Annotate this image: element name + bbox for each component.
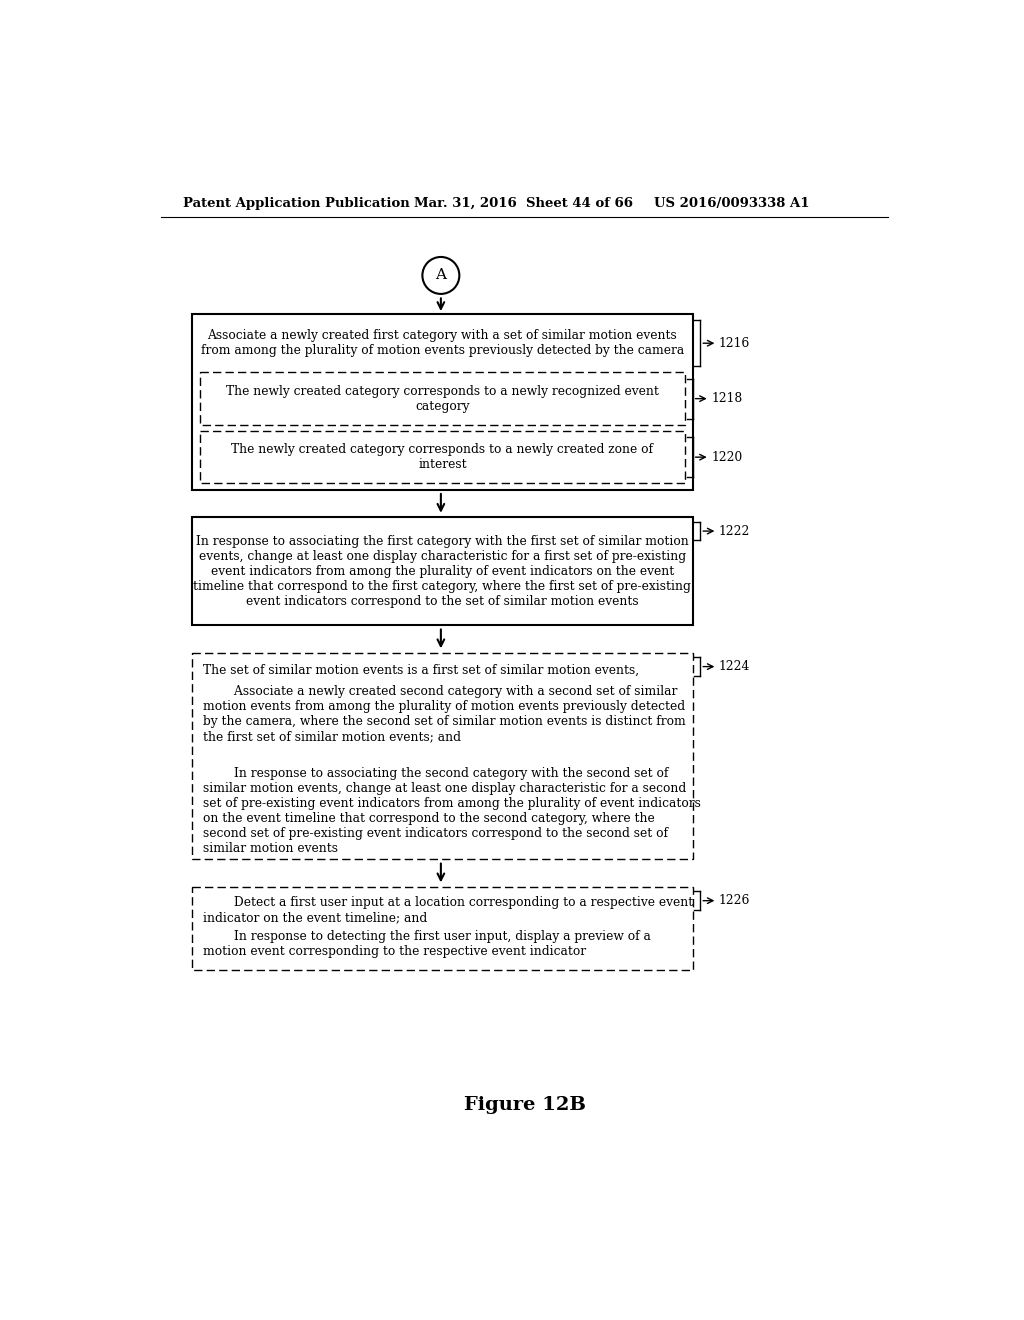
Text: The set of similar motion events is a first set of similar motion events,: The set of similar motion events is a fi… bbox=[203, 664, 639, 677]
Bar bbox=[193, 314, 692, 490]
Text: 1226: 1226 bbox=[719, 894, 751, 907]
Text: A: A bbox=[435, 268, 446, 282]
Text: Patent Application Publication: Patent Application Publication bbox=[183, 197, 410, 210]
Text: In response to associating the second category with the second set of
similar mo: In response to associating the second ca… bbox=[203, 767, 700, 855]
Text: Figure 12B: Figure 12B bbox=[464, 1097, 586, 1114]
Text: Associate a newly created first category with a set of similar motion events
fro: Associate a newly created first category… bbox=[201, 329, 684, 358]
Text: Mar. 31, 2016  Sheet 44 of 66: Mar. 31, 2016 Sheet 44 of 66 bbox=[414, 197, 633, 210]
Text: In response to associating the first category with the first set of similar moti: In response to associating the first cat… bbox=[194, 535, 691, 607]
Bar bbox=[193, 653, 692, 859]
Text: US 2016/0093338 A1: US 2016/0093338 A1 bbox=[654, 197, 810, 210]
Text: The newly created category corresponds to a newly created zone of
interest: The newly created category corresponds t… bbox=[231, 444, 653, 471]
Text: 1222: 1222 bbox=[719, 524, 751, 537]
Text: Associate a newly created second category with a second set of similar
motion ev: Associate a newly created second categor… bbox=[203, 685, 686, 743]
Text: 1224: 1224 bbox=[719, 660, 751, 673]
Text: 1220: 1220 bbox=[711, 450, 742, 463]
Text: The newly created category corresponds to a newly recognized event
category: The newly created category corresponds t… bbox=[226, 384, 658, 413]
Text: Detect a first user input at a location corresponding to a respective event
indi: Detect a first user input at a location … bbox=[203, 896, 693, 924]
Text: In response to detecting the first user input, display a preview of a
motion eve: In response to detecting the first user … bbox=[203, 929, 651, 958]
Bar bbox=[200, 372, 685, 425]
Text: 1216: 1216 bbox=[719, 337, 751, 350]
Bar bbox=[200, 430, 685, 483]
Bar bbox=[193, 517, 692, 626]
Bar bbox=[193, 887, 692, 970]
Text: 1218: 1218 bbox=[711, 392, 742, 405]
